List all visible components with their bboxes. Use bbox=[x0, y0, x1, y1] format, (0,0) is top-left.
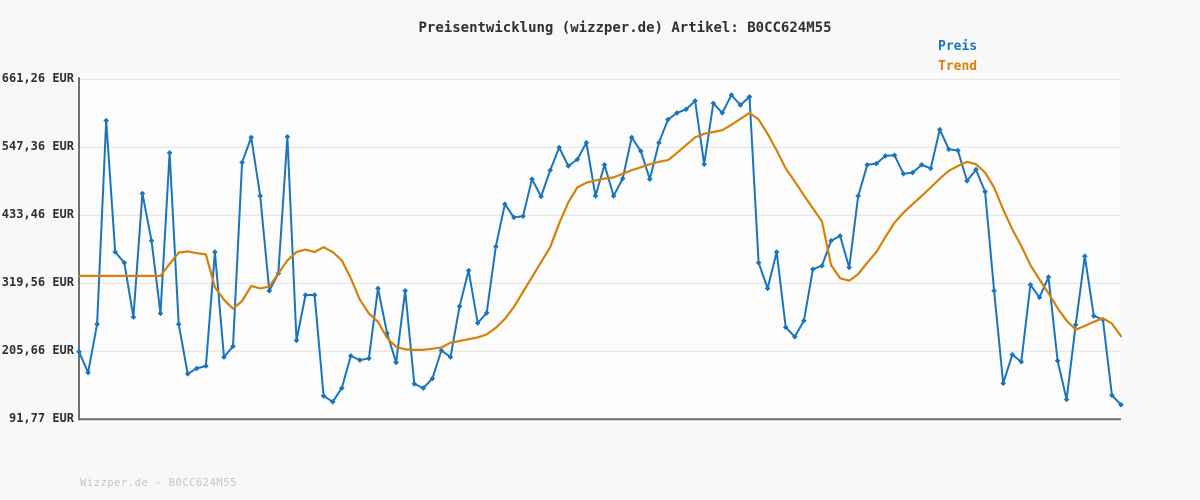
y-axis-label: 319,56 EUR bbox=[1, 275, 74, 290]
legend-item-trend: Trend bbox=[938, 59, 978, 74]
y-axis-label: 91,77 EUR bbox=[8, 411, 74, 426]
trend-line bbox=[77, 111, 1123, 351]
chart-title: Preisentwicklung (wizzper.de) Artikel: B… bbox=[418, 20, 832, 36]
y-axis-label: 547,36 EUR bbox=[1, 139, 74, 154]
legend-item-preis: Preis bbox=[938, 39, 978, 54]
watermark-text: Wizzper.de - B0CC624M55 bbox=[80, 477, 237, 489]
y-axis-label: 433,46 EUR bbox=[1, 207, 74, 222]
plot-area bbox=[79, 72, 1121, 420]
y-axis-label: 205,66 EUR bbox=[1, 343, 74, 358]
y-axis-label: 661,26 EUR bbox=[1, 71, 74, 86]
